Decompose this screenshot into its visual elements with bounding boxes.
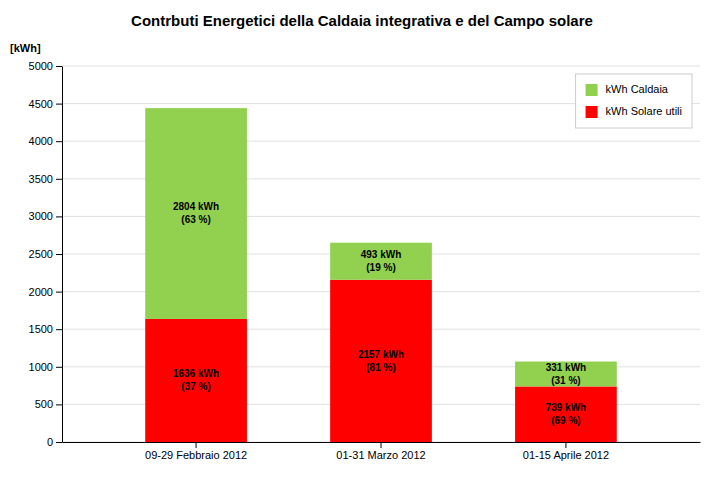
share-label: (69 %) (551, 415, 580, 426)
y-tick-mark (56, 216, 62, 217)
y-tick-mark (56, 329, 62, 330)
y-tick: 2500 (29, 248, 62, 260)
y-tick-label: 5000 (29, 60, 53, 72)
share-label: (81 %) (366, 362, 395, 373)
plot: 0 500 1000 1500 2000 2500 3000 3500 4000 4500 5000… (29, 60, 701, 461)
y-tick: 5000 (29, 60, 62, 72)
x-tick-mark (196, 442, 197, 448)
data-label: 739 kWh (546, 402, 587, 413)
legend-item: kWh Solare utili (586, 105, 682, 118)
share-label: (19 %) (366, 262, 395, 273)
legend-swatch (586, 84, 598, 96)
chart: 0 500 1000 1500 2000 2500 3000 3500 4000 4500 5000… (0, 0, 724, 484)
bar (145, 319, 247, 442)
legend-item: kWh Caldaia (586, 83, 669, 96)
legend-label: kWh Solare utili (606, 105, 682, 117)
y-tick-mark (56, 179, 62, 180)
y-tick-label: 4500 (29, 98, 53, 110)
x-tick-label: 09-29 Febbraio 2012 (145, 449, 247, 461)
title: Contrbuti Energetici della Caldaia integ… (131, 12, 593, 29)
y-tick-mark (56, 292, 62, 293)
grid-line (62, 66, 700, 67)
bar (145, 108, 247, 319)
bar (330, 243, 432, 280)
grid (62, 66, 700, 442)
y-tick: 500 (35, 398, 62, 410)
y-tick-label: 1000 (29, 361, 53, 373)
bar (330, 280, 432, 442)
bars (145, 108, 617, 442)
y-tick: 4500 (29, 98, 62, 110)
y-tick-label: 2500 (29, 248, 53, 260)
y-axis-title: [kWh] (10, 42, 41, 54)
y-tick-label: 4000 (29, 135, 53, 147)
y-tick-label: 500 (35, 398, 53, 410)
legend-swatch (586, 106, 598, 118)
y-tick-mark (56, 104, 62, 105)
x-axis: 09-29 Febbraio 2012 01-31 Marzo 2012 01-15… (63, 442, 701, 461)
x-tick: 01-31 Marzo 2012 (336, 442, 425, 461)
y-tick-mark (56, 442, 62, 443)
y-tick: 1000 (29, 361, 62, 373)
y-tick: 1500 (29, 323, 62, 335)
data-label: 1636 kWh (173, 368, 219, 379)
share-label: (37 %) (181, 381, 210, 392)
data-labels: 1636 kWh (37 %) 2157 kWh (81 %) 739 kWh (69 %… (173, 201, 586, 426)
y-tick: 3500 (29, 173, 62, 185)
data-label: 2804 kWh (173, 201, 219, 212)
bar (515, 362, 617, 387)
data-label: 331 kWh (546, 362, 587, 373)
legend: kWh Caldaia kWh Solare utili (576, 74, 692, 128)
y-tick: 3000 (29, 210, 62, 222)
y-tick-mark (56, 141, 62, 142)
legend-label: kWh Caldaia (606, 83, 669, 95)
y-axis-line (62, 67, 63, 443)
data-label: 2157 kWh (358, 349, 404, 360)
y-axis: 0 500 1000 1500 2000 2500 3000 3500 4000 4500 5000 (29, 60, 63, 448)
y-tick-mark (56, 367, 62, 368)
y-tick-mark (56, 66, 62, 67)
data-label: 493 kWh (361, 249, 402, 260)
x-tick: 01-15 Aprile 2012 (523, 442, 609, 461)
y-tick: 2000 (29, 286, 62, 298)
y-tick-label: 3500 (29, 173, 53, 185)
bar (515, 386, 617, 442)
series (145, 108, 617, 386)
share-label: (63 %) (181, 214, 210, 225)
y-tick-mark (56, 254, 62, 255)
x-tick-label: 01-15 Aprile 2012 (523, 449, 609, 461)
y-tick-label: 2000 (29, 286, 53, 298)
legend-box (576, 74, 692, 128)
x-tick: 09-29 Febbraio 2012 (145, 442, 247, 461)
y-tick-label: 0 (47, 436, 53, 448)
y-tick: 4000 (29, 135, 62, 147)
x-tick-mark (381, 442, 382, 448)
y-tick: 0 (47, 436, 62, 448)
share-label: (31 %) (551, 375, 580, 386)
x-tick-label: 01-31 Marzo 2012 (336, 449, 425, 461)
y-tick-label: 1500 (29, 323, 53, 335)
x-tick-mark (565, 442, 566, 448)
y-tick-mark (56, 404, 62, 405)
y-tick-label: 3000 (29, 210, 53, 222)
